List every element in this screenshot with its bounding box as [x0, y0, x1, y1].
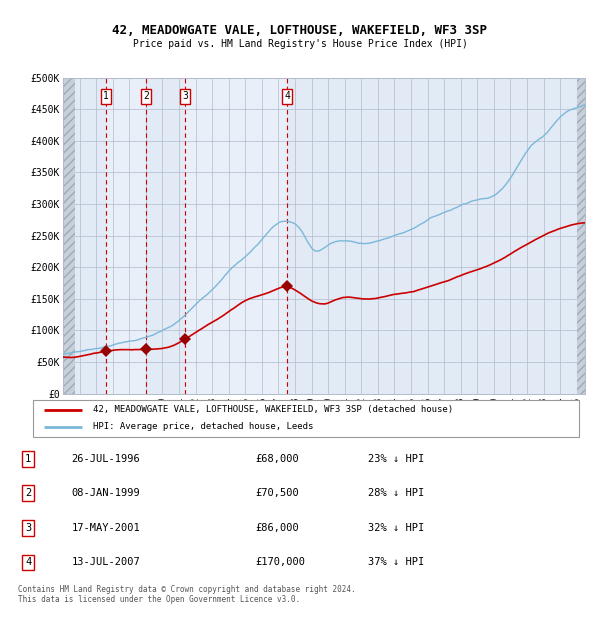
Bar [74, 78, 106, 394]
Text: 1: 1 [25, 454, 31, 464]
Text: 2: 2 [25, 489, 31, 498]
Bar [287, 78, 577, 394]
Text: 3: 3 [182, 92, 188, 102]
Text: 13-JUL-2007: 13-JUL-2007 [71, 557, 140, 567]
Text: 17-MAY-2001: 17-MAY-2001 [71, 523, 140, 533]
Text: HPI: Average price, detached house, Leeds: HPI: Average price, detached house, Leed… [93, 422, 313, 431]
Bar [577, 78, 585, 394]
Text: 28% ↓ HPI: 28% ↓ HPI [368, 489, 424, 498]
Bar [185, 78, 287, 394]
Text: 42, MEADOWGATE VALE, LOFTHOUSE, WAKEFIELD, WF3 3SP: 42, MEADOWGATE VALE, LOFTHOUSE, WAKEFIEL… [113, 24, 487, 37]
Text: £86,000: £86,000 [255, 523, 299, 533]
Text: Contains HM Land Registry data © Crown copyright and database right 2024.: Contains HM Land Registry data © Crown c… [18, 585, 356, 595]
Text: 23% ↓ HPI: 23% ↓ HPI [368, 454, 424, 464]
Bar [146, 78, 185, 394]
Text: £70,500: £70,500 [255, 489, 299, 498]
Text: £170,000: £170,000 [255, 557, 305, 567]
Text: 3: 3 [25, 523, 31, 533]
Text: 08-JAN-1999: 08-JAN-1999 [71, 489, 140, 498]
Text: 37% ↓ HPI: 37% ↓ HPI [368, 557, 424, 567]
Text: 42, MEADOWGATE VALE, LOFTHOUSE, WAKEFIELD, WF3 3SP (detached house): 42, MEADOWGATE VALE, LOFTHOUSE, WAKEFIEL… [93, 405, 453, 414]
Text: 4: 4 [25, 557, 31, 567]
Text: 4: 4 [284, 92, 290, 102]
Text: This data is licensed under the Open Government Licence v3.0.: This data is licensed under the Open Gov… [18, 595, 300, 604]
FancyBboxPatch shape [33, 400, 579, 437]
Text: 2: 2 [143, 92, 149, 102]
Bar [106, 78, 146, 394]
Text: 26-JUL-1996: 26-JUL-1996 [71, 454, 140, 464]
Text: £68,000: £68,000 [255, 454, 299, 464]
Bar [63, 78, 74, 394]
Text: 1: 1 [103, 92, 109, 102]
Text: 32% ↓ HPI: 32% ↓ HPI [368, 523, 424, 533]
Text: Price paid vs. HM Land Registry's House Price Index (HPI): Price paid vs. HM Land Registry's House … [133, 39, 467, 49]
